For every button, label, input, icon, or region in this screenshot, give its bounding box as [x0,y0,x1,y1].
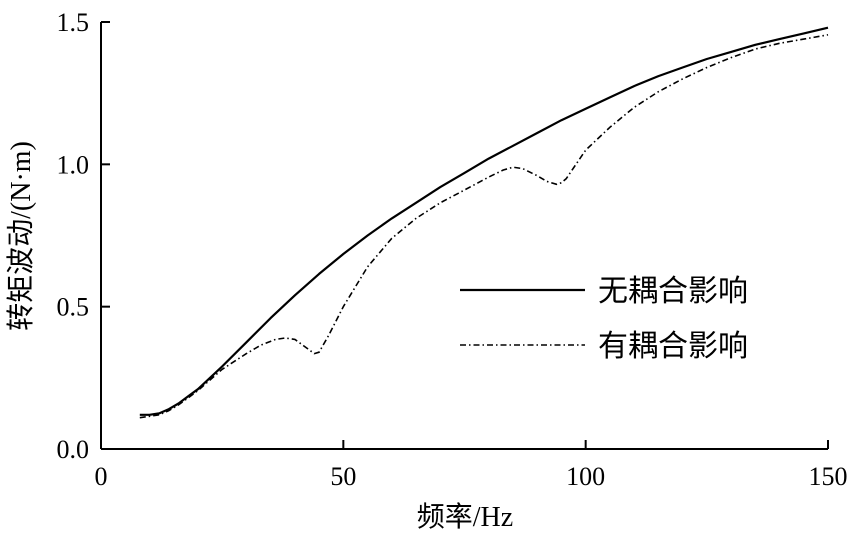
y-tick-label: 1.5 [57,8,90,37]
y-axis-ticks: 0.0 0.5 1.0 1.5 [57,8,110,464]
legend: 无耦合影响 有耦合影响 [460,274,748,364]
series-layer [139,26,829,419]
legend-label-series-1: 有耦合影响 [598,329,748,364]
y-tick-label: 0.0 [57,435,90,464]
x-tick-label: 150 [809,462,848,491]
plot-area [100,22,828,450]
y-tick-label: 0.5 [57,293,90,322]
y-tick-label: 1.0 [57,150,90,179]
x-axis-ticks: 0 50 100 150 [95,440,848,491]
legend-label-series-0: 无耦合影响 [598,274,748,309]
x-tick-label: 50 [330,462,356,491]
x-axis-title: 频率/Hz [417,501,513,533]
x-tick-label: 0 [95,462,108,491]
y-axis-title: 转矩波动/(N·m) [5,141,37,331]
series-line-0 [139,26,829,416]
x-tick-label: 100 [566,462,605,491]
series-line-1 [139,34,829,419]
